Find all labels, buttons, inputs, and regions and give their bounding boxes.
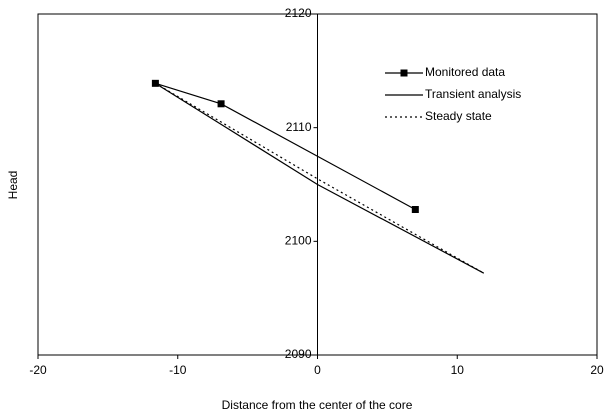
x-tick-label: 0	[314, 363, 321, 377]
legend-label: Transient analysis	[425, 87, 521, 101]
x-tick-label: -10	[169, 363, 187, 377]
series-line	[155, 82, 485, 274]
x-tick-label: 20	[590, 363, 604, 377]
x-tick-label: -20	[29, 363, 47, 377]
y-tick-label: 2120	[285, 6, 312, 20]
y-tick-label: 2110	[286, 120, 312, 134]
legend-marker	[400, 69, 408, 77]
legend-label: Steady state	[425, 109, 492, 123]
y-tick-label: 2090	[285, 347, 312, 361]
x-tick-label: 10	[451, 363, 465, 377]
marker	[411, 206, 419, 214]
series-line	[155, 82, 416, 211]
legend-label: Monitored data	[425, 65, 505, 79]
marker	[217, 100, 225, 108]
series-line	[155, 82, 485, 274]
x-axis-label: Distance from the center of the core	[222, 398, 413, 412]
y-axis-label: Head	[6, 171, 20, 200]
y-tick-label: 2100	[285, 234, 312, 248]
